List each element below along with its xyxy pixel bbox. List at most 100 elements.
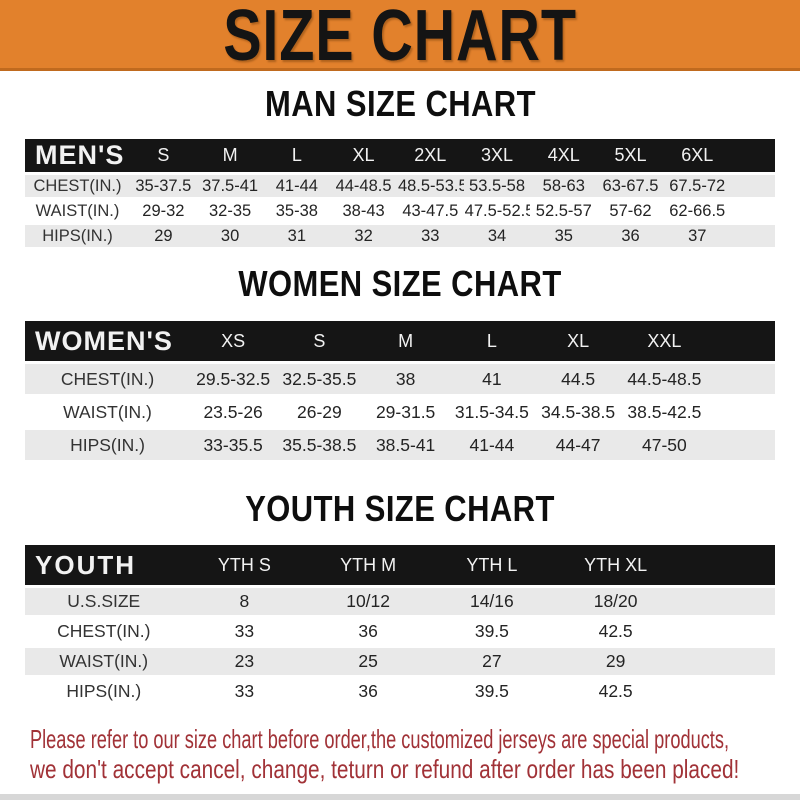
table-row: HIPS(IN.) 33-35.5 35.5-38.5 38.5-41 41-44 44-… (25, 430, 775, 460)
size-column-header: XS (221, 330, 246, 351)
row-label: WAIST(IN.) (63, 401, 152, 422)
size-column-header: 2XL (414, 145, 447, 165)
size-column-header: L (486, 330, 497, 351)
size-column-header: 5XL (614, 145, 647, 165)
table-row: WAIST(IN.) 23.5-26 26-29 29-31.5 31.5-34.5 34… (25, 397, 775, 427)
size-value-cell: 62-66.5 (669, 201, 726, 220)
table-row: HIPS(IN.) 33 36 39.5 42.5 (25, 678, 775, 705)
size-value-cell: 29.5-32.5 (196, 368, 271, 389)
women-chart-title-text: WOMEN SIZE CHART (238, 263, 562, 304)
size-value-cell: 32-35 (209, 201, 252, 220)
spacer-cell (678, 678, 776, 705)
youth-size-chart-section: YOUTH SIZE CHART YOUTH YTH S YTH M YTH L YTH… (0, 489, 800, 708)
row-label: U.S.SIZE (67, 591, 141, 611)
youth-chart-title: YOUTH SIZE CHART (0, 489, 800, 529)
size-value-cell: 52.5-57 (535, 201, 592, 220)
size-column-header: YTH XL (584, 554, 648, 575)
size-column-header: XL (567, 330, 590, 351)
women-size-table: WOMEN'S XS S M L XL XXL CHEST(IN.) 29.5-32.5 32.5… (25, 318, 775, 463)
size-value-cell: 27 (482, 651, 502, 671)
size-value-cell: 63-67.5 (602, 176, 659, 195)
bottom-edge-strip (0, 794, 800, 800)
size-column-header: S (157, 145, 170, 165)
size-column-header: XXL (647, 330, 682, 351)
size-value-cell: 32.5-35.5 (282, 368, 357, 389)
size-value-cell: 37 (688, 226, 707, 245)
size-value-cell: 57-62 (609, 201, 652, 220)
size-column-header: 4XL (547, 145, 580, 165)
table-row: HIPS(IN.) 29 30 31 32 33 34 35 36 37 (25, 225, 775, 247)
men-size-table-holder: MEN'S S M L XL 2XL 3XL 4XL 5XL 6XL CHEST(IN.) 35-37… (25, 136, 775, 250)
size-value-cell: 36 (358, 621, 378, 641)
size-value-cell: 42.5 (598, 681, 633, 701)
size-value-cell: 44.5 (561, 368, 596, 389)
spacer-cell (678, 545, 776, 585)
size-value-cell: 48.5-53.5 (397, 176, 464, 195)
spacer-cell (708, 321, 776, 361)
page-title: SIZE CHART (0, 0, 800, 68)
spacer-cell (731, 139, 775, 172)
size-value-cell: 38.5-42.5 (627, 401, 702, 422)
size-value-cell: 35 (554, 226, 573, 245)
size-value-cell: 29 (154, 226, 173, 245)
size-value-cell: 31 (287, 226, 307, 245)
man-size-chart-section: MAN SIZE CHART MEN'S S M L XL 2XL 3XL 4XL 5XL 6XL… (0, 84, 800, 250)
table-row: WAIST(IN.) 29-32 32-35 35-38 38-43 43-47.5 47.… (25, 200, 775, 222)
women-corner-label: WOMEN'S (35, 325, 173, 356)
size-value-cell: 33 (234, 681, 255, 701)
size-value-cell: 43-47.5 (402, 201, 459, 220)
table-row: CHEST(IN.) 29.5-32.5 32.5-35.5 38 41 44.5 44.5… (25, 364, 775, 394)
row-label: CHEST(IN.) (57, 621, 151, 641)
row-label: HIPS(IN.) (66, 681, 142, 701)
table-row: CHEST(IN.) 33 36 39.5 42.5 (25, 618, 775, 645)
spacer-cell (678, 648, 776, 675)
size-value-cell: 38 (395, 368, 416, 389)
women-chart-title: WOMEN SIZE CHART (0, 264, 800, 304)
order-notice-line1: Please refer to our size chart before or… (30, 724, 800, 754)
size-value-cell: 39.5 (474, 681, 509, 701)
size-column-header: S (313, 330, 326, 351)
size-value-cell: 44-48.5 (335, 176, 392, 195)
size-value-cell: 41-44 (275, 176, 318, 195)
row-label: WAIST(IN.) (59, 651, 149, 671)
spacer-cell (678, 618, 776, 645)
man-chart-title: MAN SIZE CHART (0, 84, 800, 124)
women-size-table-holder: WOMEN'S XS S M L XL XXL CHEST(IN.) 29.5-32.5 32.5… (25, 318, 775, 463)
order-notice-line1-text: Please refer to our size chart before or… (30, 724, 730, 754)
size-value-cell: 25 (358, 651, 378, 671)
row-label: CHEST(IN.) (33, 176, 122, 195)
size-value-cell: 36 (358, 681, 378, 701)
size-value-cell: 26-29 (296, 401, 342, 422)
size-value-cell: 10/12 (346, 591, 391, 611)
size-value-cell: 47-50 (641, 434, 687, 455)
youth-size-table-holder: YOUTH YTH S YTH M YTH L YTH XL U.S.SIZE 8 10/12… (25, 542, 775, 708)
row-label: HIPS(IN.) (42, 226, 113, 245)
row-label: HIPS(IN.) (70, 434, 145, 455)
size-value-cell: 37.5-41 (202, 176, 259, 195)
size-value-cell: 44-47 (555, 434, 601, 455)
spacer-cell (731, 175, 775, 197)
women-header-row: WOMEN'S XS S M L XL XXL (25, 321, 775, 361)
spacer-cell (731, 225, 775, 247)
spacer-cell (708, 364, 776, 394)
size-value-cell: 42.5 (598, 621, 633, 641)
size-value-cell: 35-37.5 (135, 176, 192, 195)
size-value-cell: 8 (239, 591, 250, 611)
size-column-header: 6XL (681, 145, 714, 165)
size-value-cell: 33-35.5 (203, 434, 263, 455)
men-size-table: MEN'S S M L XL 2XL 3XL 4XL 5XL 6XL CHEST(IN.) 35-37… (25, 136, 775, 250)
size-value-cell: 33 (421, 226, 440, 245)
size-column-header: M (222, 145, 238, 165)
size-column-header: YTH M (340, 554, 397, 575)
size-column-header: YTH S (217, 554, 271, 575)
size-chart-banner: SIZE CHART (0, 0, 800, 71)
size-column-header: YTH L (466, 554, 518, 575)
order-notice-line2-text: we don't accept cancel, change, teturn o… (30, 754, 740, 785)
size-value-cell: 23 (234, 651, 255, 671)
size-value-cell: 29-32 (142, 201, 185, 220)
size-value-cell: 44.5-48.5 (627, 368, 702, 389)
size-value-cell: 35-38 (275, 201, 318, 220)
size-column-header: XL (352, 145, 375, 165)
size-value-cell: 29 (605, 651, 626, 671)
size-value-cell: 23.5-26 (203, 401, 263, 422)
